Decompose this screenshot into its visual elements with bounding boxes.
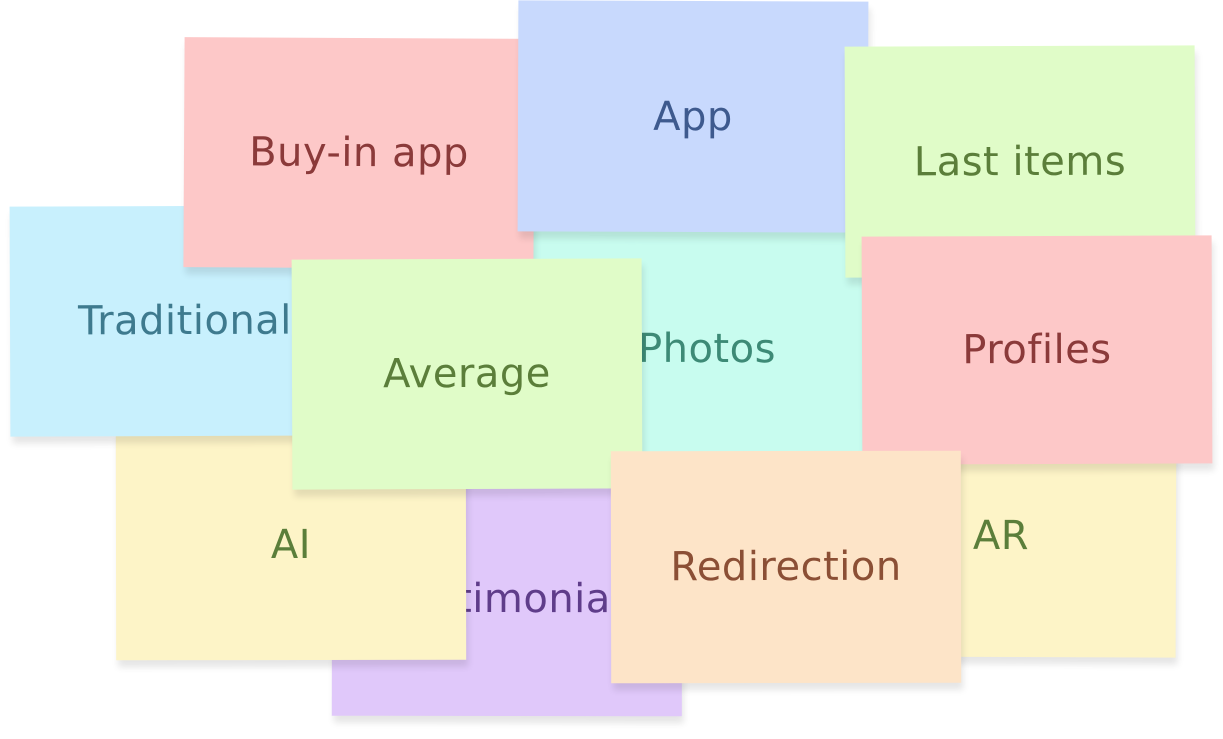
sticky-note-profiles[interactable]: Profiles (862, 235, 1213, 464)
note-label: AR (973, 512, 1029, 558)
note-label: App (653, 93, 733, 139)
note-label: Profiles (962, 327, 1111, 374)
note-label: Photos (638, 325, 776, 371)
note-label: Redirection (670, 544, 901, 590)
sticky-note-buy-in-app[interactable]: Buy-in app (183, 37, 534, 269)
sticky-note-redirection[interactable]: Redirection (611, 451, 961, 684)
sticky-note-app[interactable]: App (518, 0, 869, 232)
note-label: Buy-in app (249, 129, 469, 176)
note-label: AI (271, 522, 311, 568)
note-label: Average (383, 351, 551, 398)
sticky-note-average[interactable]: Average (292, 258, 643, 489)
note-label: Last items (914, 138, 1126, 185)
note-label: Traditional (78, 298, 292, 345)
